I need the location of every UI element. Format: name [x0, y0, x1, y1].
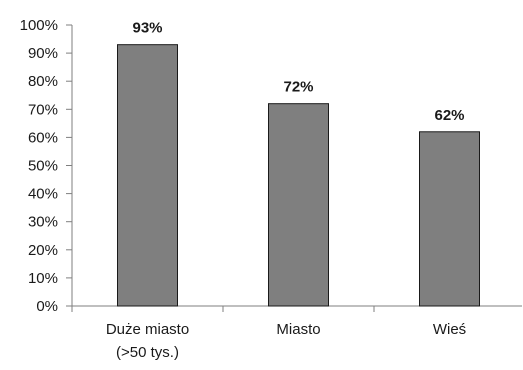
y-tick-label: 50% [28, 158, 58, 175]
y-tick-label: 30% [28, 214, 58, 231]
y-tick-label: 20% [28, 242, 58, 259]
category-label: Miasto [276, 321, 320, 338]
data-label: 72% [283, 79, 313, 96]
bar [419, 131, 480, 307]
category-label: (>50 tys.) [116, 344, 179, 361]
y-tick-label: 100% [20, 17, 58, 34]
y-tick-label: 60% [28, 129, 58, 146]
y-tick-label: 70% [28, 101, 58, 118]
y-tick-label: 40% [28, 186, 58, 203]
data-label: 62% [434, 107, 464, 124]
y-tick-label: 10% [28, 270, 58, 287]
y-tick-label: 0% [36, 298, 58, 315]
bar [268, 103, 329, 307]
bar [117, 44, 178, 307]
bars-layer [117, 44, 480, 307]
y-tick-label: 80% [28, 73, 58, 90]
category-label: Duże miasto [106, 321, 189, 338]
data-label: 93% [132, 20, 162, 37]
category-label: Wieś [433, 321, 466, 338]
labels-layer: 0% 10% 20% 30% 40% 50% 60% 70% 80% 90% 100% 93% Duże… [20, 17, 467, 361]
y-tick-label: 90% [28, 45, 58, 62]
